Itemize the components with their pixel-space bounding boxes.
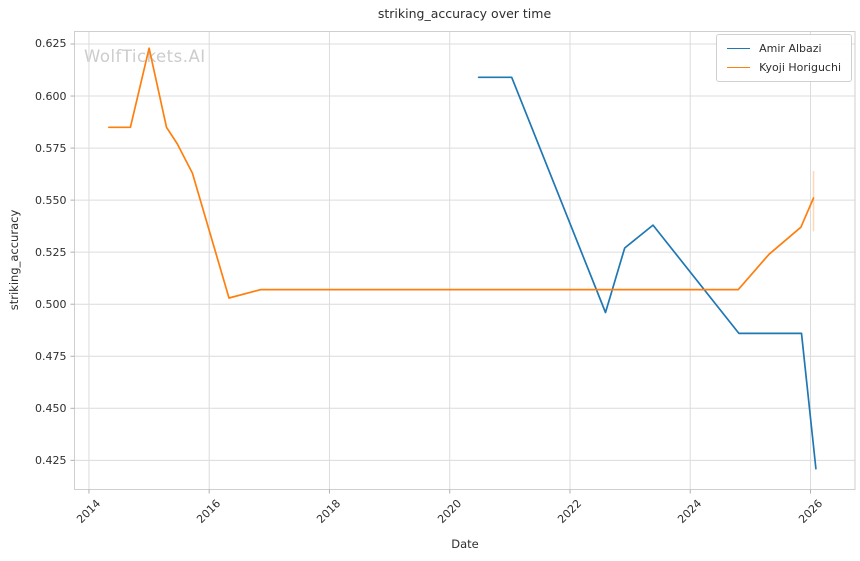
y-tick-label: 0.450 bbox=[35, 401, 67, 415]
y-tick-label: 0.525 bbox=[35, 245, 67, 259]
series-line-amir-albazi bbox=[477, 76, 817, 470]
y-tick-label: 0.600 bbox=[35, 89, 67, 103]
series-line-kyoji-horiguchi bbox=[107, 47, 815, 299]
x-axis-label: Date bbox=[451, 537, 479, 551]
y-tick-label: 0.475 bbox=[35, 349, 67, 363]
legend-label: Kyoji Horiguchi bbox=[759, 61, 841, 74]
axes-spines bbox=[74, 31, 856, 490]
watermark-text: WolfTickets.AI bbox=[84, 47, 206, 66]
legend: Amir Albazi Kyoji Horiguchi bbox=[716, 34, 852, 82]
y-tick-label: 0.625 bbox=[35, 37, 67, 51]
y-axis-label: striking_accuracy bbox=[7, 209, 21, 311]
chart-title: striking_accuracy over time bbox=[377, 6, 552, 21]
legend-line-swatch-blue bbox=[727, 48, 751, 49]
y-tick-label: 0.550 bbox=[35, 193, 67, 207]
legend-item-amir-albazi: Amir Albazi bbox=[727, 42, 841, 55]
legend-line-swatch-orange bbox=[727, 67, 751, 68]
y-tick-label: 0.425 bbox=[35, 453, 67, 467]
y-tick-label: 0.500 bbox=[35, 297, 67, 311]
y-tick-label: 0.575 bbox=[35, 141, 67, 155]
legend-item-kyoji-horiguchi: Kyoji Horiguchi bbox=[727, 61, 841, 74]
legend-label: Amir Albazi bbox=[759, 42, 822, 55]
